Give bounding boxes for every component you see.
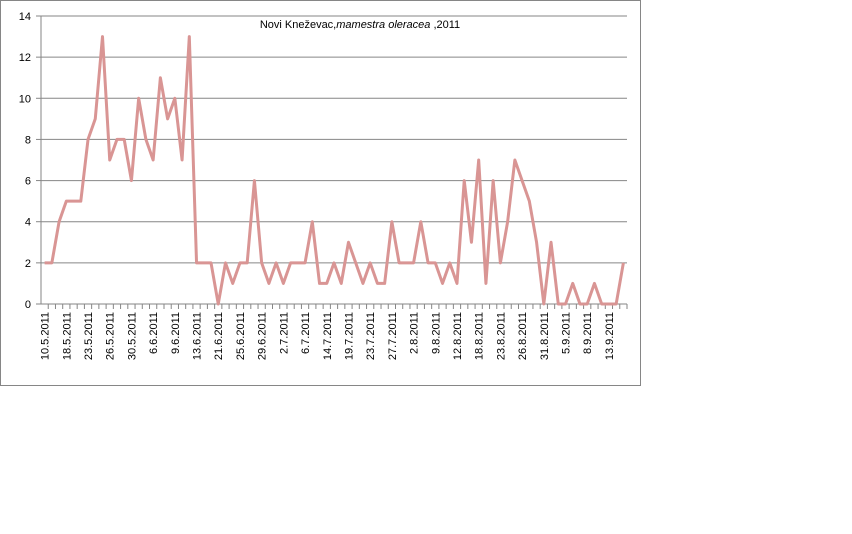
x-tick-label: 10.5.2011	[40, 312, 52, 360]
x-tick-label: 23.5.2011	[83, 312, 95, 360]
x-tick-label: 8.9.2011	[582, 312, 594, 354]
x-tick-label: 13.9.2011	[604, 312, 616, 360]
x-tick-label: 26.5.2011	[105, 312, 117, 360]
x-tick-label: 2.7.2011	[278, 312, 290, 354]
x-tick-label: 21.6.2011	[213, 312, 225, 360]
x-tick-label: 6.7.2011	[300, 312, 312, 354]
x-tick-label: 27.7.2011	[387, 312, 399, 360]
x-tick-label: 26.8.2011	[517, 312, 529, 360]
x-tick-label: 9.8.2011	[430, 312, 442, 354]
title-part: mamestra oleracea	[336, 19, 430, 31]
y-tick-label: 2	[25, 258, 31, 270]
x-tick-label: 30.5.2011	[126, 312, 138, 360]
y-tick-label: 0	[25, 299, 31, 311]
y-tick-label: 8	[25, 134, 31, 146]
x-tick-label: 31.8.2011	[539, 312, 551, 360]
x-tick-label: 18.8.2011	[474, 312, 486, 360]
title-part: ,2011	[430, 19, 460, 31]
x-tick-label: 19.7.2011	[343, 312, 355, 360]
y-tick-label: 6	[25, 176, 31, 188]
x-tick-label: 25.6.2011	[235, 312, 247, 360]
x-tick-label: 5.9.2011	[561, 312, 573, 354]
x-tick-label: 23.7.2011	[365, 312, 377, 360]
y-tick-label: 12	[19, 52, 31, 64]
chart-title: Novi Kneževac,mamestra oleracea ,2011	[260, 19, 460, 31]
x-tick-label: 14.7.2011	[322, 312, 334, 360]
y-tick-label: 10	[19, 93, 31, 105]
x-tick-label: 2.8.2011	[409, 312, 421, 354]
chart-border	[0, 0, 641, 386]
x-tick-label: 9.6.2011	[170, 312, 182, 354]
x-tick-label: 13.6.2011	[192, 312, 204, 360]
x-tick-label: 12.8.2011	[452, 312, 464, 360]
x-tick-label: 18.5.2011	[61, 312, 73, 360]
x-tick-label: 29.6.2011	[257, 312, 269, 360]
x-tick-label: 6.6.2011	[148, 312, 160, 354]
title-part: Novi Kneževac,	[260, 19, 336, 31]
y-tick-label: 14	[19, 11, 31, 23]
y-tick-label: 4	[25, 217, 31, 229]
data-line	[44, 35, 625, 306]
x-tick-label: 23.8.2011	[495, 312, 507, 360]
